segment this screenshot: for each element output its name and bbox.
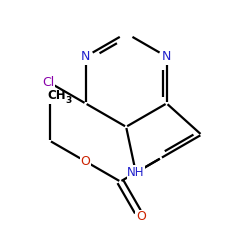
Text: O: O (136, 210, 146, 223)
Text: NH: NH (127, 166, 144, 179)
Text: N: N (162, 50, 171, 63)
Text: N: N (81, 50, 90, 63)
Text: O: O (80, 155, 90, 168)
Text: CH: CH (48, 89, 66, 102)
Text: 3: 3 (65, 96, 71, 105)
Text: Cl: Cl (42, 76, 55, 88)
